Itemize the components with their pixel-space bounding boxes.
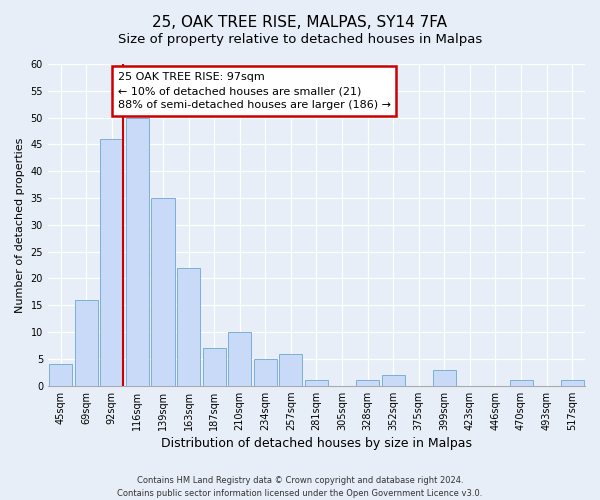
Bar <box>203 348 226 386</box>
Bar <box>382 375 404 386</box>
Bar <box>228 332 251 386</box>
Bar <box>126 118 149 386</box>
Bar <box>75 300 98 386</box>
Bar <box>254 359 277 386</box>
Bar <box>49 364 72 386</box>
Y-axis label: Number of detached properties: Number of detached properties <box>15 137 25 312</box>
Text: 25, OAK TREE RISE, MALPAS, SY14 7FA: 25, OAK TREE RISE, MALPAS, SY14 7FA <box>152 15 448 30</box>
Bar <box>151 198 175 386</box>
Bar <box>433 370 456 386</box>
Text: Contains HM Land Registry data © Crown copyright and database right 2024.
Contai: Contains HM Land Registry data © Crown c… <box>118 476 482 498</box>
X-axis label: Distribution of detached houses by size in Malpas: Distribution of detached houses by size … <box>161 437 472 450</box>
Text: 25 OAK TREE RISE: 97sqm
← 10% of detached houses are smaller (21)
88% of semi-de: 25 OAK TREE RISE: 97sqm ← 10% of detache… <box>118 72 391 110</box>
Bar <box>177 268 200 386</box>
Bar <box>100 139 124 386</box>
Bar <box>280 354 302 386</box>
Bar <box>305 380 328 386</box>
Bar <box>356 380 379 386</box>
Bar <box>509 380 533 386</box>
Bar <box>561 380 584 386</box>
Text: Size of property relative to detached houses in Malpas: Size of property relative to detached ho… <box>118 32 482 46</box>
